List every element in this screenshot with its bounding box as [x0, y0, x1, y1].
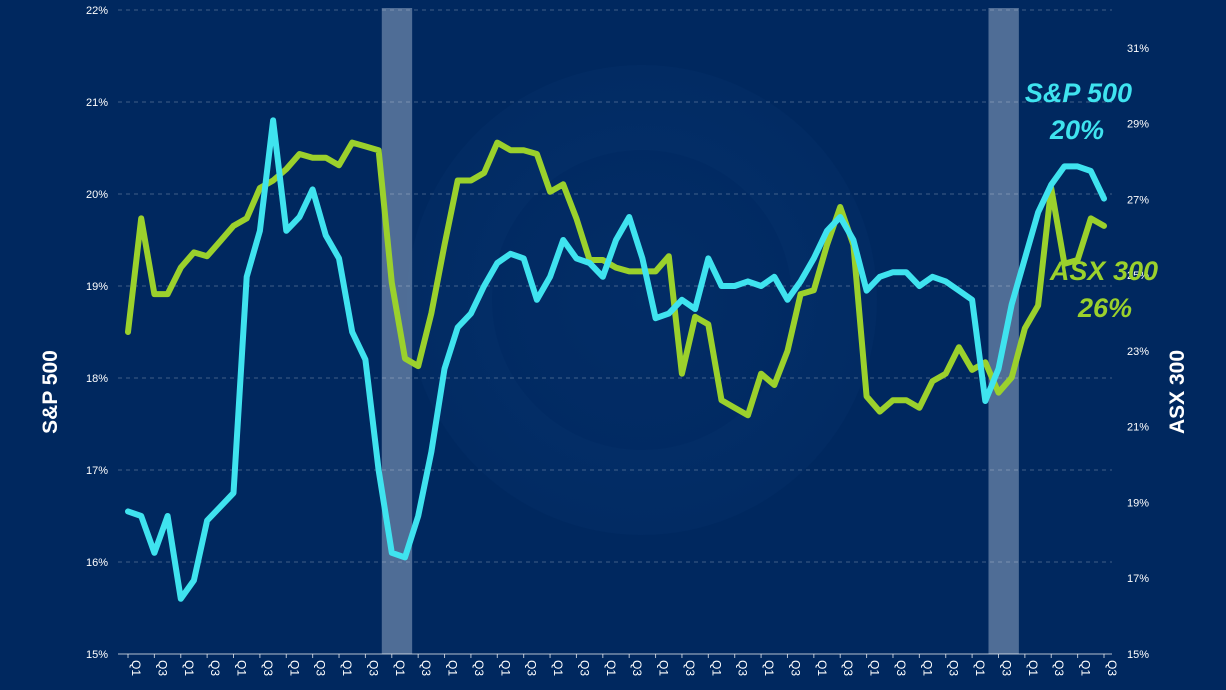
- left-tick-label: 18%: [86, 373, 108, 385]
- x-tick-label: Q1: [129, 660, 143, 676]
- x-tick-label: Q1: [1079, 660, 1093, 676]
- x-tick-label: Q1: [920, 660, 934, 676]
- x-tick-label: Q1: [393, 660, 407, 676]
- x-tick-label: Q1: [551, 660, 565, 676]
- x-tick-label: Q1: [1026, 660, 1040, 676]
- series-lines: [125, 117, 1107, 602]
- x-tick-label: Q1: [973, 660, 987, 676]
- right-axis-title: ASX 300: [1166, 350, 1189, 434]
- x-tick-label: Q1: [604, 660, 618, 676]
- left-tick-label: 21%: [86, 97, 108, 109]
- sp500-line: [125, 117, 1107, 602]
- left-tick-label: 15%: [86, 649, 108, 661]
- x-tick-label: Q1: [815, 660, 829, 676]
- asx300-series-value: 26%: [1077, 293, 1132, 323]
- x-tick-label: Q1: [498, 660, 512, 676]
- x-tick-label: Q3: [577, 660, 591, 676]
- right-tick-label: 25%: [1127, 270, 1149, 282]
- x-tick-label: Q3: [894, 660, 908, 676]
- left-axis-ticks: 15% 16% 17% 18% 19% 20% 21% 22%: [86, 5, 108, 661]
- right-axis-ticks: 15% 17% 19% 21% 23% 25% 27% 29% 31%: [1127, 43, 1149, 661]
- right-tick-label: 21%: [1127, 422, 1149, 434]
- x-tick-label: Q1: [762, 660, 776, 676]
- asx300-series-name: ASX 300: [1049, 256, 1158, 286]
- x-axis-ticks: Q1 Q3 Q1 Q3 Q1 Q3 Q1 Q3 Q1 Q3 Q1 Q3 Q1 Q3 Q1 Q3 Q1 Q3 Q1 Q3…: [127, 654, 1119, 676]
- sp500-series-value: 20%: [1049, 115, 1104, 145]
- right-tick-label: 29%: [1127, 119, 1149, 131]
- x-tick-label: Q3: [314, 660, 328, 676]
- x-tick-label: Q3: [1052, 660, 1066, 676]
- left-tick-label: 17%: [86, 465, 108, 477]
- x-tick-label: Q1: [868, 660, 882, 676]
- x-tick-label: Q3: [736, 660, 750, 676]
- sp500-series-name: S&P 500: [1025, 78, 1132, 108]
- x-tick-label: Q3: [525, 660, 539, 676]
- left-tick-label: 22%: [86, 5, 108, 17]
- x-tick-label: Q3: [788, 660, 802, 676]
- x-tick-label: Q1: [287, 660, 301, 676]
- x-tick-label: Q3: [1105, 660, 1119, 676]
- right-tick-label: 23%: [1127, 346, 1149, 358]
- x-tick-label: Q1: [657, 660, 671, 676]
- x-tick-label: Q3: [155, 660, 169, 676]
- x-tick-label: Q1: [709, 660, 723, 676]
- right-tick-label: 27%: [1127, 194, 1149, 206]
- right-tick-label: 15%: [1127, 649, 1149, 661]
- x-tick-label: Q3: [841, 660, 855, 676]
- left-tick-label: 19%: [86, 281, 108, 293]
- x-tick-label: Q1: [446, 660, 460, 676]
- right-tick-label: 17%: [1127, 573, 1149, 585]
- left-axis-title: S&P 500: [39, 350, 62, 434]
- left-tick-label: 20%: [86, 189, 108, 201]
- x-tick-label: Q1: [235, 660, 249, 676]
- x-tick-label: Q3: [419, 660, 433, 676]
- right-tick-label: 19%: [1127, 497, 1149, 509]
- gridlines: [118, 9, 1112, 563]
- x-tick-label: Q3: [630, 660, 644, 676]
- x-tick-label: Q1: [340, 660, 354, 676]
- x-tick-label: Q1: [182, 660, 196, 676]
- x-tick-label: Q3: [683, 660, 697, 676]
- x-tick-label: Q3: [366, 660, 380, 676]
- x-tick-label: Q3: [261, 660, 275, 676]
- x-tick-label: Q3: [208, 660, 222, 676]
- left-tick-label: 16%: [86, 557, 108, 569]
- x-tick-label: Q3: [999, 660, 1013, 676]
- right-tick-label: 31%: [1127, 43, 1149, 55]
- x-tick-label: Q3: [947, 660, 961, 676]
- x-tick-label: Q3: [472, 660, 486, 676]
- asx300-line: [125, 139, 1107, 419]
